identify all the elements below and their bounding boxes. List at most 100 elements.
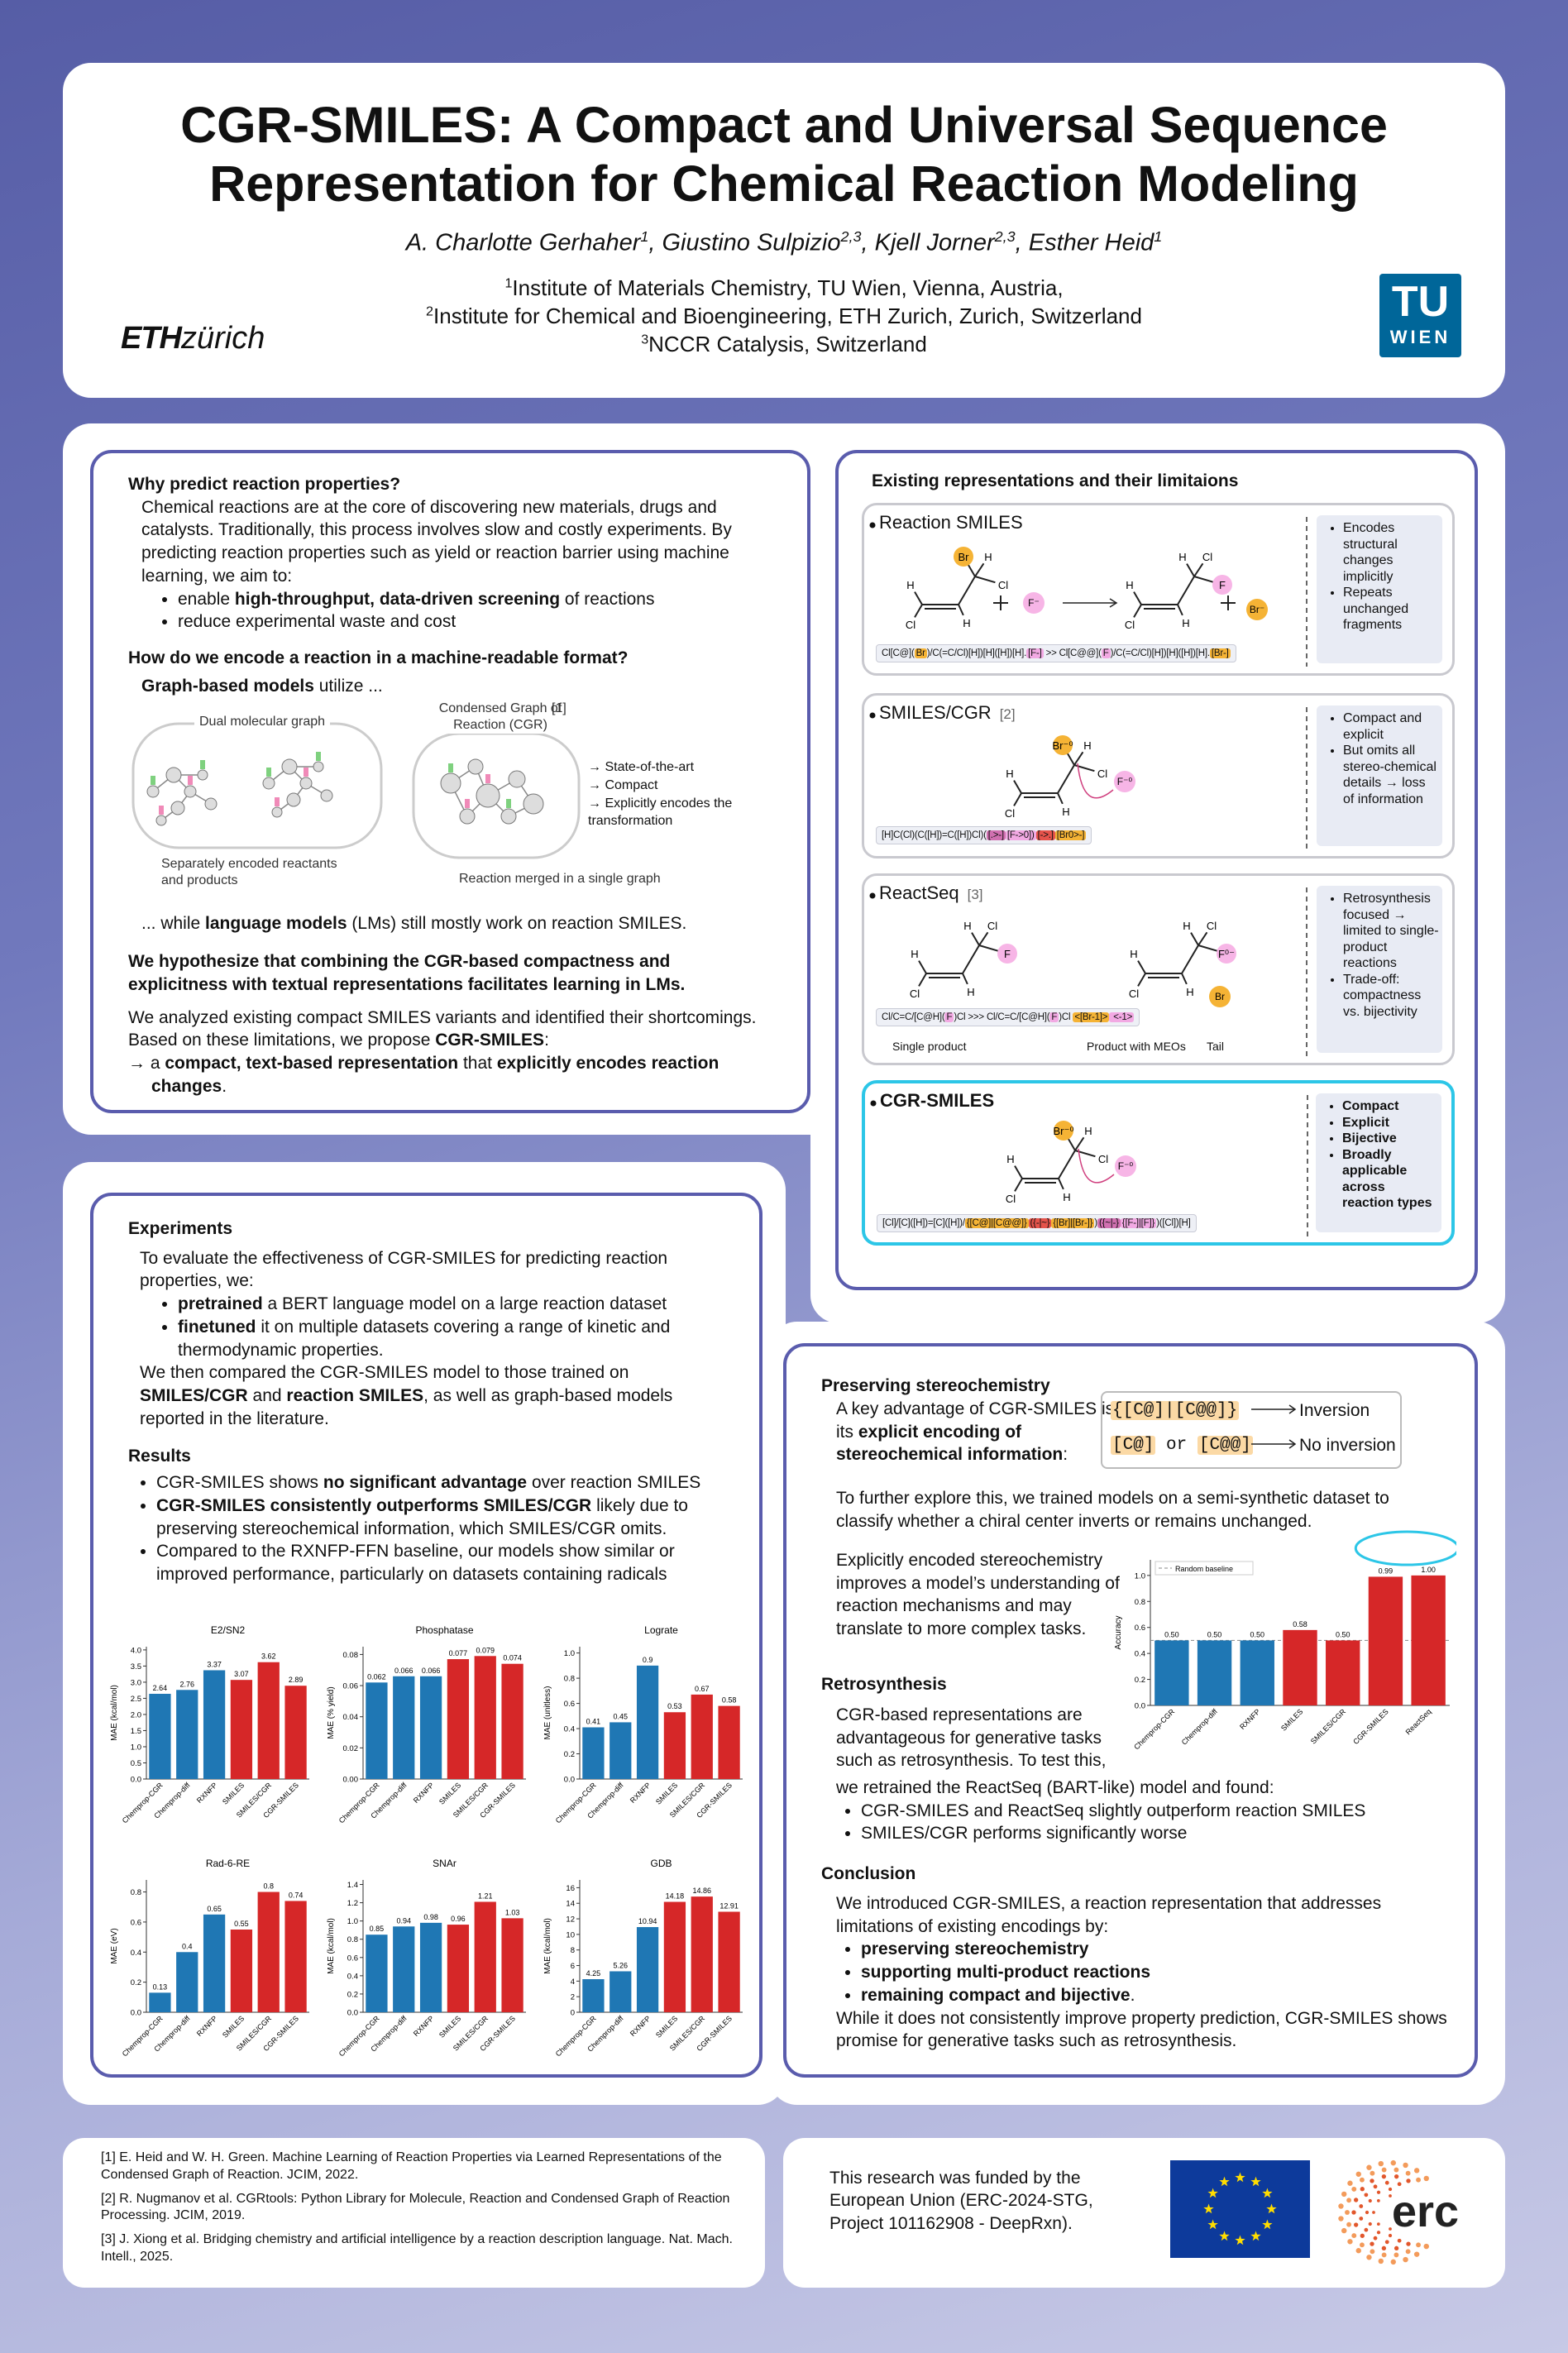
bar (1283, 1629, 1317, 1705)
graph-node (146, 785, 160, 798)
bond (1186, 563, 1195, 577)
star (1262, 2219, 1273, 2230)
chart-cell: Rad-6-RE MAE (eV) 0.0 0.2 0.4 0.6 0.8 0.13 Chemp… (105, 1847, 316, 2077)
logo-dot (1390, 2259, 1396, 2265)
legend-box (1154, 1561, 1254, 1576)
logo-dot (1359, 2217, 1364, 2221)
y-tick-label: 0 (571, 2009, 575, 2018)
text-run: , Kjell Jorner (861, 229, 995, 256)
logo-dot (1370, 2249, 1375, 2255)
legend-label: Random baseline (1175, 1565, 1233, 1573)
authors: A. Charlotte Gerhaher1, Giustino Sulpizi… (63, 228, 1505, 257)
highlight: <[Br-1]> (1073, 1012, 1110, 1022)
name-text: ReactSeq (879, 882, 959, 903)
graph-diagram: Dual molecular graph Separately encoded r… (128, 701, 774, 899)
value-label: 0.45 (613, 1712, 628, 1720)
atom-label: Br (958, 551, 970, 563)
y-tick-label: 2.5 (131, 1695, 141, 1704)
logo-dot (1406, 2178, 1411, 2183)
text-run: ) (1094, 1218, 1097, 1228)
atom-label: F (1004, 948, 1011, 960)
value-label: 1.03 (505, 1908, 520, 1916)
bar (1240, 1640, 1274, 1705)
star (1262, 2188, 1273, 2198)
value-label: 0.062 (367, 1672, 386, 1681)
ion-label: F⁻⁰ (1118, 1160, 1134, 1172)
bond (1014, 1178, 1023, 1192)
logo-dot (1405, 2249, 1411, 2255)
graph-node (262, 777, 275, 790)
paragraph: Chemical reactions are at the core of di… (141, 497, 732, 586)
logo-dot (1416, 2177, 1421, 2183)
value-label: 1.21 (478, 1891, 493, 1900)
text-run: Cl/C=C/[C@H]( (882, 1012, 945, 1022)
notes-panel: Encodes structural changes implicitlyRep… (1317, 515, 1442, 663)
bar (230, 1680, 253, 1779)
bar (419, 1922, 442, 2012)
y-axis-label: MAE (unitless) (543, 1686, 552, 1739)
logo-dot (1376, 2198, 1380, 2202)
node-feature (159, 806, 164, 815)
text-run: (LMs) still mostly work on reaction SMIL… (347, 914, 687, 934)
bold-text: Explicit (1342, 1115, 1389, 1130)
atom-label: Cl (987, 920, 997, 932)
value-label: 0.41 (586, 1718, 601, 1726)
logo-dot (1388, 2187, 1393, 2192)
representations-card: Existing representations and their limit… (835, 450, 1478, 1290)
superscript: 1 (504, 275, 513, 291)
bond (978, 931, 989, 946)
title-line: CGR-SMILES: A Compact and Universal Sequ… (180, 97, 1388, 153)
y-tick-label: 0.06 (343, 1682, 359, 1691)
star (1207, 2188, 1218, 2198)
bond (1137, 973, 1146, 987)
text-run: [Cl]/[C]([H])=[C]([H])/ (882, 1218, 965, 1228)
node-feature (188, 776, 193, 786)
text-run: , as well as graph-based models reported… (140, 1386, 673, 1428)
y-tick-label: 2.0 (131, 1710, 141, 1719)
bullet-item: remaining compact and bijective. (861, 1984, 1448, 2007)
bullet-item: CGR-SMILES shows no significant advantag… (156, 1471, 734, 1495)
bar (663, 1712, 686, 1779)
y-tick-label: 8 (571, 1946, 575, 1955)
diagram-point: → Explicitly encodes the transformation (588, 796, 733, 829)
text-run: that (458, 1054, 497, 1074)
citation: [2] (999, 706, 1016, 722)
atom-label: H (1130, 948, 1137, 960)
logo-dot (1413, 2168, 1420, 2174)
bullet-item: supporting multi-product reactions (861, 1961, 1448, 1984)
star (1250, 2176, 1261, 2187)
notes-list: Compact ExplicitBijectiveBroadly applicab… (1316, 1098, 1441, 1212)
logo-dot (1360, 2187, 1365, 2192)
bar (718, 1705, 740, 1779)
bond (1177, 576, 1195, 605)
text-run: >> Cl[C@@]( (1043, 648, 1102, 658)
graph-node (476, 783, 500, 808)
title: CGR-SMILES: A Compact and Universal Sequ… (63, 96, 1505, 214)
value-label: 0.58 (722, 1696, 737, 1705)
representation-name: Reaction SMILES (879, 512, 1023, 533)
notes-list: Encodes structural changes implicitlyRep… (1317, 520, 1442, 634)
value-label: 0.99 (1379, 1566, 1394, 1575)
graph-node (500, 808, 517, 825)
atom-label: Cl (1006, 1193, 1016, 1205)
atom-highlight (954, 547, 973, 567)
value-label: 0.8 (263, 1882, 274, 1891)
value-label: 0.74 (289, 1891, 304, 1899)
bold-text: Broadly applicable across reaction types (1342, 1147, 1432, 1211)
bar (474, 1656, 496, 1779)
highlight: Br (914, 648, 927, 658)
text-run: or (1155, 1436, 1198, 1455)
atom-label: H (1182, 617, 1189, 629)
value-label: 0.98 (423, 1913, 438, 1921)
text-run: and (247, 1386, 287, 1406)
representation-box: SMILES/CGR [2] H Cl H Br⁻⁰ H Cl F⁻⁰ [H]C(Cl)(C([H… (862, 693, 1455, 858)
text-run: likely due to preserving stereochemical … (156, 1495, 688, 1538)
paragraph: → a compact, text-based representation t… (128, 1052, 774, 1098)
text-run: Cl[C@]( (882, 648, 915, 658)
bullet-item: CGR-SMILES consistently outperforms SMIL… (156, 1495, 734, 1540)
bullet-item: Trade-off: compactness vs. bijectivity (1343, 972, 1439, 1021)
y-tick-label: 0.4 (564, 1725, 575, 1734)
value-label: 0.96 (451, 1915, 466, 1923)
atom-highlight (1212, 575, 1232, 595)
